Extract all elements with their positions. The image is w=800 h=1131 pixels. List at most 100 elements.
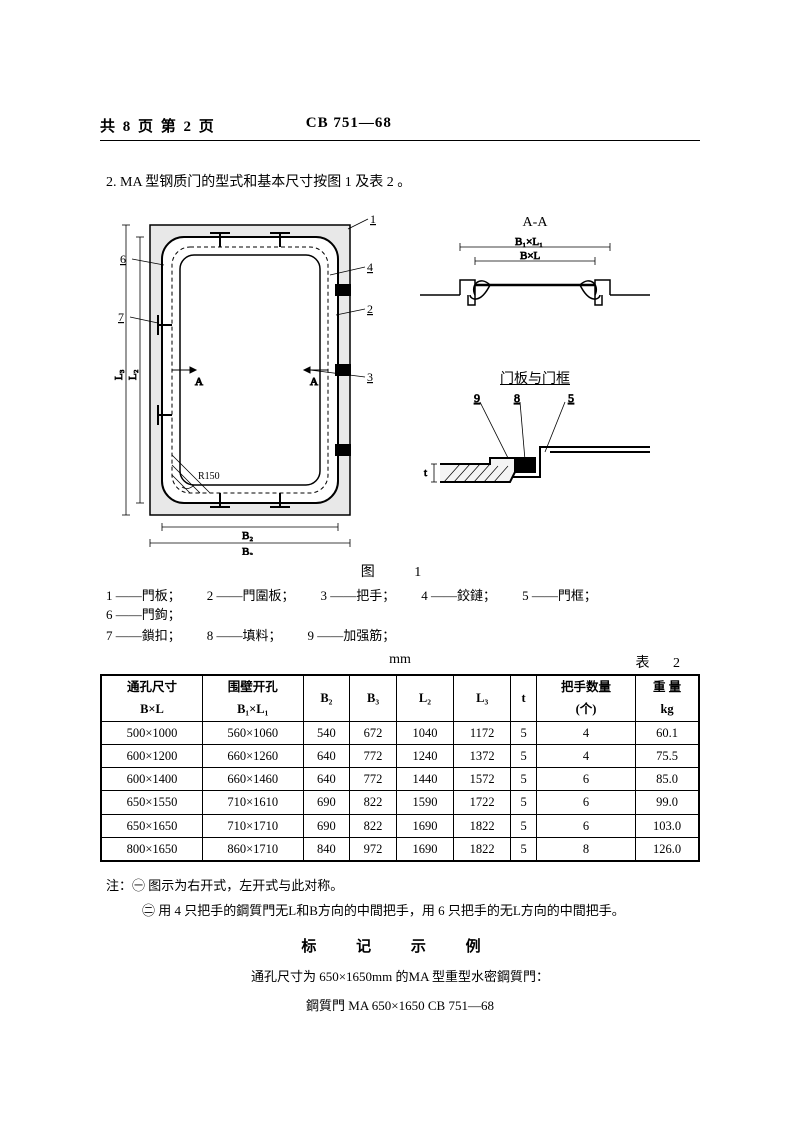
spec-table: 通孔尺寸围壁开孔B₂B₃L₂L₃t把手数量重 量B×LB₁×L₁(个)kg 50… bbox=[100, 674, 700, 862]
table-number: 表 2 bbox=[636, 652, 691, 672]
table-cell: 660×1260 bbox=[202, 744, 303, 767]
legend-item: 9 ——加强筋； bbox=[308, 625, 396, 644]
table-cell: 1822 bbox=[454, 837, 511, 861]
doc-number: CB 751—68 bbox=[306, 115, 392, 136]
legend-item: 3 ——把手； bbox=[321, 585, 396, 604]
svg-text:7: 7 bbox=[118, 310, 124, 324]
svg-text:3: 3 bbox=[367, 370, 373, 384]
table-row: 600×1200660×1260640772124013725475.5 bbox=[101, 744, 699, 767]
legend-item: 5 ——門框； bbox=[522, 585, 597, 604]
table-row: 650×1650710×17106908221690182256103.0 bbox=[101, 814, 699, 837]
legend-item: 4 ——鉸鏈； bbox=[421, 585, 496, 604]
table-cell: 690 bbox=[303, 814, 350, 837]
table-cell: 4 bbox=[536, 721, 635, 744]
col-header: B₂ bbox=[303, 675, 350, 721]
notes: 注：㊀ 图示为右开式，左开式与此对称。 ㊁ 用 4 只把手的鋼質門无L和B方向的… bbox=[100, 874, 700, 923]
table-cell: 1440 bbox=[396, 768, 453, 791]
col-subheader: (个) bbox=[536, 698, 635, 721]
figure-1-main-view: A A R150 1 4 2 3 6 bbox=[100, 215, 400, 555]
col-subheader: B₁×L₁ bbox=[202, 698, 303, 721]
col-header: B₃ bbox=[350, 675, 397, 721]
page-header: 共 8 页 第 2 页 CB 751—68 bbox=[100, 115, 700, 141]
table-cell: 772 bbox=[350, 744, 397, 767]
table-cell: 5 bbox=[511, 837, 537, 861]
table-cell: 560×1060 bbox=[202, 721, 303, 744]
table-cell: 600×1400 bbox=[101, 768, 202, 791]
table-cell: 640 bbox=[303, 768, 350, 791]
legend-item: 2 ——門圍板； bbox=[207, 585, 295, 604]
table-cell: 1590 bbox=[396, 791, 453, 814]
svg-text:5: 5 bbox=[568, 392, 574, 405]
svg-text:A: A bbox=[310, 376, 318, 388]
table-cell: 672 bbox=[350, 721, 397, 744]
table-unit: mm bbox=[389, 652, 411, 667]
page-count: 共 8 页 第 2 页 bbox=[100, 115, 216, 136]
col-subheader: kg bbox=[636, 698, 699, 721]
table-cell: 8 bbox=[536, 837, 635, 861]
table-cell: 6 bbox=[536, 791, 635, 814]
col-header: 通孔尺寸 bbox=[101, 675, 202, 698]
legend-row-2: 7 ——鎖扣；8 ——填料；9 ——加强筋； bbox=[106, 625, 700, 644]
table-cell: 500×1000 bbox=[101, 721, 202, 744]
legend-row-1: 1 ——門板； 2 ——門圍板； 3 ——把手； 4 ——鉸鏈； 5 ——門框； 6 ——… bbox=[106, 585, 700, 623]
table-cell: 840 bbox=[303, 837, 350, 861]
table-cell: 1690 bbox=[396, 814, 453, 837]
table-cell: 4 bbox=[536, 744, 635, 767]
table-cell: 1572 bbox=[454, 768, 511, 791]
document-page: 共 8 页 第 2 页 CB 751—68 2. MA 型钢质门的型式和基本尺寸… bbox=[0, 0, 800, 1054]
figure-1: A A R150 1 4 2 3 6 bbox=[100, 215, 700, 555]
table-cell: 5 bbox=[511, 768, 537, 791]
svg-text:t: t bbox=[424, 467, 427, 479]
table-cell: 640 bbox=[303, 744, 350, 767]
section-aa-label: A-A bbox=[420, 215, 650, 231]
col-header: 重 量 bbox=[636, 675, 699, 698]
table-cell: 5 bbox=[511, 744, 537, 767]
table-cell: 540 bbox=[303, 721, 350, 744]
svg-text:B₂: B₂ bbox=[242, 530, 253, 542]
note-1: 注：㊀ 图示为右开式，左开式与此对称。 bbox=[106, 874, 700, 899]
section-title: 2. MA 型钢质门的型式和基本尺寸按图 1 及表 2 。 bbox=[106, 171, 700, 191]
table-cell: 650×1650 bbox=[101, 814, 202, 837]
svg-text:2: 2 bbox=[367, 302, 373, 316]
section-aa-svg: B₁×L₁ B×L bbox=[420, 235, 650, 345]
table-cell: 99.0 bbox=[636, 791, 699, 814]
col-subheader: B×L bbox=[101, 698, 202, 721]
table-cell: 1172 bbox=[454, 721, 511, 744]
table-cell: 1722 bbox=[454, 791, 511, 814]
table-cell: 972 bbox=[350, 837, 397, 861]
table-cell: 5 bbox=[511, 791, 537, 814]
svg-text:9: 9 bbox=[474, 392, 480, 405]
svg-text:L₂: L₂ bbox=[127, 369, 139, 380]
table-cell: 690 bbox=[303, 791, 350, 814]
svg-text:8: 8 bbox=[514, 392, 520, 405]
table-cell: 710×1710 bbox=[202, 814, 303, 837]
table-cell: 1690 bbox=[396, 837, 453, 861]
table-header-row: mm 表 2 bbox=[100, 652, 700, 668]
table-cell: 772 bbox=[350, 768, 397, 791]
table-row: 500×1000560×1060540672104011725460.1 bbox=[101, 721, 699, 744]
table-cell: 710×1610 bbox=[202, 791, 303, 814]
note-2: ㊁ 用 4 只把手的鋼質門无L和B方向的中間把手，用 6 只把手的无L方向的中間… bbox=[142, 899, 700, 924]
svg-text:A: A bbox=[195, 376, 203, 388]
table-cell: 1240 bbox=[396, 744, 453, 767]
svg-text:B₃: B₃ bbox=[242, 546, 253, 555]
svg-text:B×L: B×L bbox=[520, 250, 541, 262]
table-cell: 6 bbox=[536, 768, 635, 791]
legend-item: 7 ——鎖扣； bbox=[106, 625, 181, 644]
svg-text:1: 1 bbox=[370, 215, 376, 226]
figure-1-sections: A-A B₁×L₁ B×L bbox=[420, 215, 650, 555]
table-cell: 75.5 bbox=[636, 744, 699, 767]
table-cell: 60.1 bbox=[636, 721, 699, 744]
table-cell: 6 bbox=[536, 814, 635, 837]
table-cell: 860×1710 bbox=[202, 837, 303, 861]
detail-svg: 9 8 5 bbox=[420, 392, 650, 512]
legend-item: 6 ——門鉤； bbox=[106, 604, 181, 623]
example-text: 通孔尺寸为 650×1650mm 的MA 型重型水密鋼質門： bbox=[100, 966, 700, 985]
table-cell: 5 bbox=[511, 721, 537, 744]
table-cell: 103.0 bbox=[636, 814, 699, 837]
legend-item: 1 ——門板； bbox=[106, 585, 181, 604]
table-cell: 5 bbox=[511, 814, 537, 837]
svg-text:6: 6 bbox=[120, 252, 126, 266]
door-front-svg: A A R150 1 4 2 3 6 bbox=[100, 215, 400, 555]
table-cell: 1822 bbox=[454, 814, 511, 837]
